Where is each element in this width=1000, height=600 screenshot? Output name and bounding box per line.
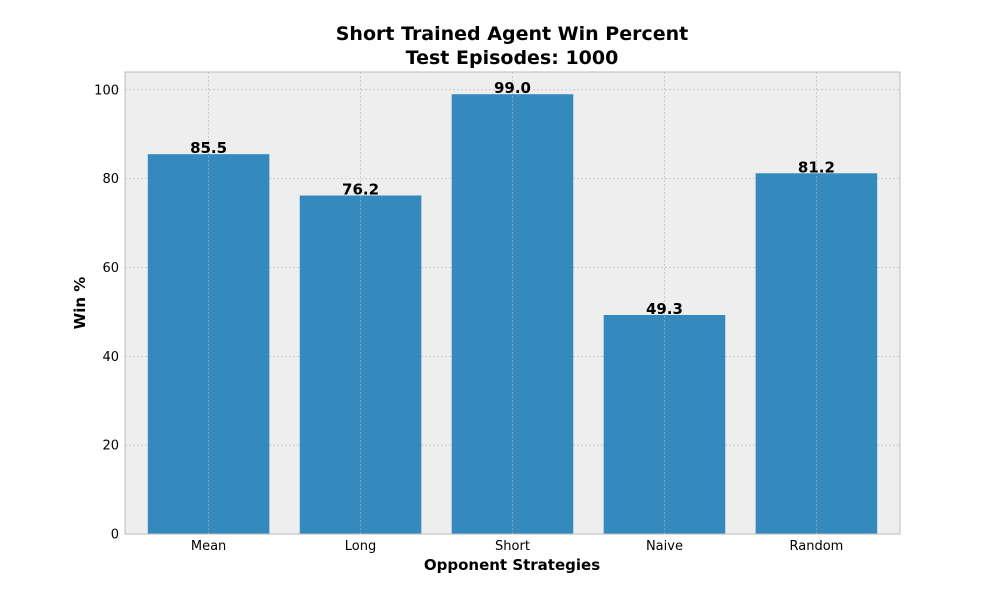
y-tick-label: 20	[102, 439, 119, 454]
value-label-short: 99.0	[494, 79, 531, 97]
x-grid-lines	[208, 72, 817, 534]
x-tick-label-long: Long	[345, 539, 376, 554]
y-tick-label: 100	[94, 83, 119, 98]
x-tick-label-short: Short	[495, 539, 530, 554]
x-tick-label-naive: Naive	[646, 539, 683, 554]
value-label-naive: 49.3	[646, 300, 683, 318]
chart-title: Short Trained Agent Win Percent	[336, 23, 689, 45]
x-axis-label: Opponent Strategies	[424, 556, 600, 574]
value-label-long: 76.2	[342, 180, 379, 198]
value-labels: 85.5 76.2 99.0 49.3 81.2	[190, 79, 835, 318]
y-axis-ticks: 0 20 40 60 80 100	[94, 83, 119, 542]
value-label-random: 81.2	[798, 158, 835, 176]
x-axis-ticks: Mean Long Short Naive Random	[191, 539, 843, 554]
x-tick-label-mean: Mean	[191, 539, 226, 554]
y-tick-label: 60	[102, 261, 119, 276]
plot-frame	[124, 71, 901, 535]
y-tick-label: 0	[111, 528, 119, 543]
y-axis-label: Win %	[71, 277, 89, 330]
x-tick-label-random: Random	[790, 539, 844, 554]
y-tick-label: 40	[102, 350, 119, 365]
chart-subtitle: Test Episodes: 1000	[406, 47, 619, 69]
value-label-mean: 85.5	[190, 139, 227, 157]
y-tick-label: 80	[102, 172, 119, 187]
